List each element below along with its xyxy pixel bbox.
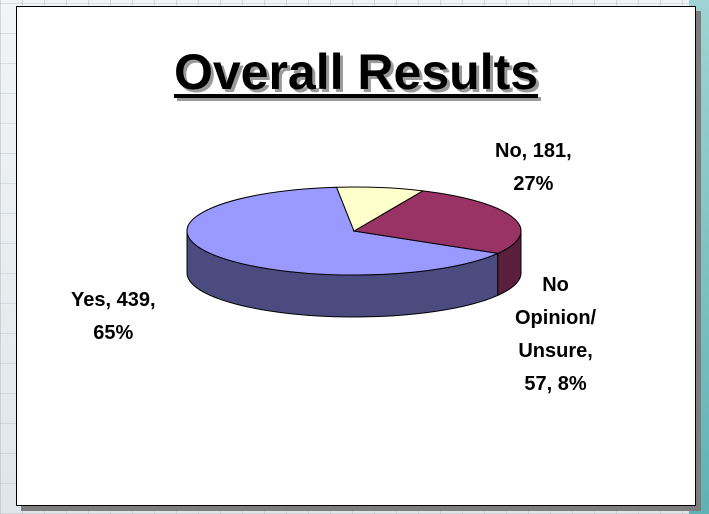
pie-slice-no: [352, 190, 522, 254]
slice-label-yes: Yes, 439, 65%: [71, 289, 156, 344]
pie-slice-no-opinion: [335, 186, 425, 232]
chart-title: Overall Results: [173, 44, 539, 100]
pie-tops: [186, 186, 522, 276]
pie-slice-yes: [186, 186, 500, 276]
slice-label-no-opinion: No Opinion/ Unsure, 57, 8%: [515, 274, 597, 395]
pie-chart: [186, 186, 522, 318]
slide: Overall Results Yes, 439, 65% No, 181, 2…: [16, 6, 696, 506]
slice-label-no: No, 181, 27%: [495, 140, 572, 195]
